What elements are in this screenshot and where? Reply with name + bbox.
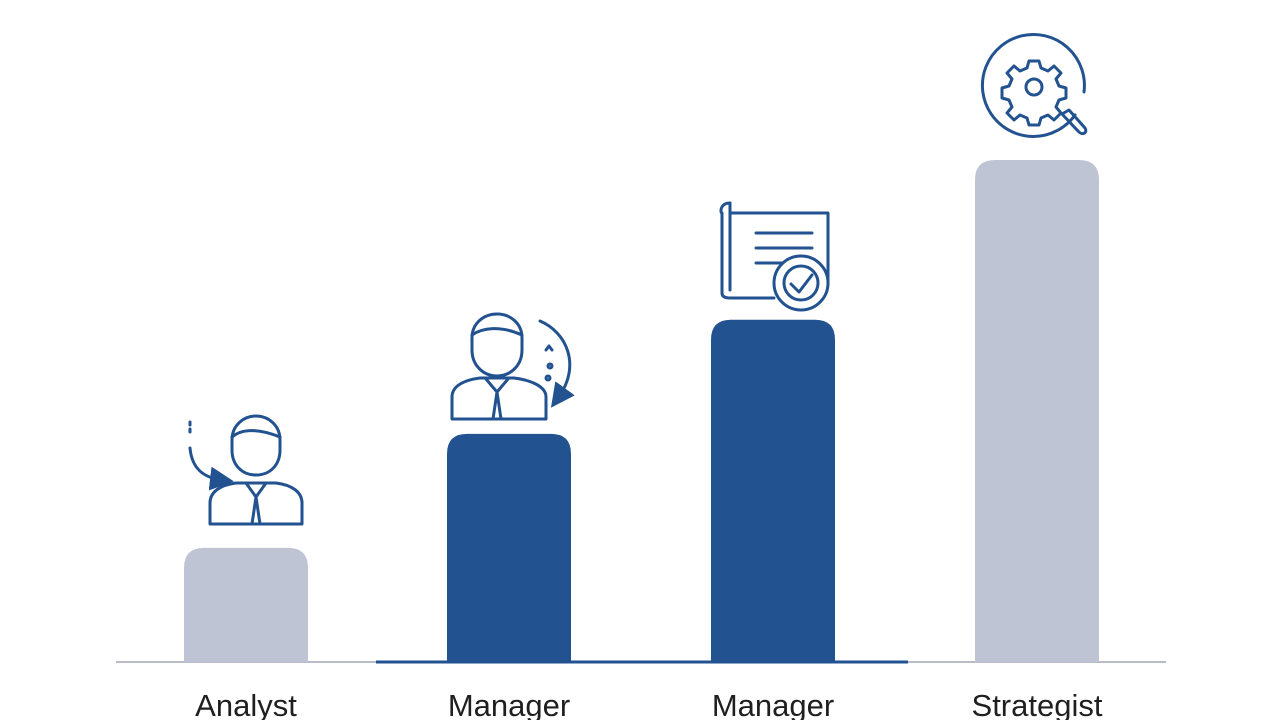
- bar-2: [447, 433, 571, 662]
- bar-4: [975, 160, 1099, 662]
- gear-search-icon: [980, 33, 1088, 138]
- category-label-2: Manager: [448, 688, 570, 720]
- person-refresh-icon: [450, 312, 575, 421]
- bars: [184, 160, 1099, 662]
- category-label-4: Strategist: [972, 688, 1103, 720]
- document-check-icon: [719, 201, 830, 312]
- bar-3: [711, 319, 835, 662]
- bar-1: [184, 547, 308, 662]
- category-labels: Analyst Manager Manager Strategist: [195, 688, 1103, 720]
- category-label-3: Manager: [712, 688, 834, 720]
- category-label-1: Analyst: [195, 688, 297, 720]
- person-arrow-icon: [188, 414, 304, 526]
